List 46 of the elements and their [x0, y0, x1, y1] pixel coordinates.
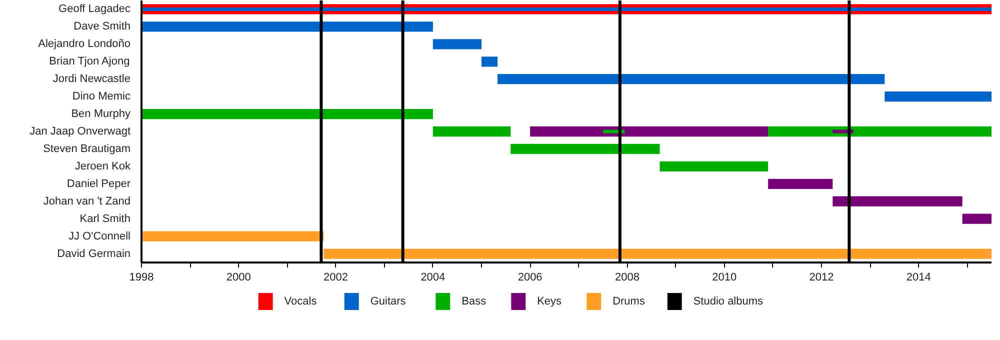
- legend-label: Studio albums: [693, 296, 764, 308]
- bar: [482, 56, 498, 67]
- y-tick-label: Jordi Newcastle: [52, 73, 130, 86]
- bar: [832, 196, 962, 206]
- y-tick-label: Karl Smith: [80, 212, 131, 225]
- bar: [142, 231, 324, 242]
- bar: [768, 178, 833, 189]
- legend-label: Guitars: [370, 296, 406, 308]
- x-tick-label: 1998: [129, 272, 154, 284]
- bar: [962, 214, 992, 224]
- x-tick-label: 2004: [420, 272, 446, 284]
- y-tick-label: Alejandro Londoño: [38, 38, 131, 50]
- bar: [432, 126, 511, 137]
- bar: [432, 39, 482, 50]
- y-tick-label: Ben Murphy: [71, 108, 131, 120]
- y-tick-label: Jeroen Kok: [74, 160, 131, 172]
- x-tick-label: 2006: [518, 272, 542, 284]
- x-tick-label: 2010: [712, 272, 737, 284]
- legend-label: Vocals: [284, 296, 318, 308]
- bar: [530, 126, 768, 137]
- bar: [768, 126, 992, 137]
- bar: [660, 161, 768, 172]
- x-tick-label: 2000: [226, 272, 251, 284]
- x-tick-label: 2008: [614, 272, 640, 284]
- y-tick-label: Daniel Peper: [66, 178, 131, 190]
- legend-label: Bass: [462, 296, 487, 308]
- bar: [142, 108, 433, 120]
- y-tick-label: JJ O'Connell: [68, 230, 130, 242]
- y-tick-label: Brian Tjon Ajong: [49, 56, 130, 68]
- bar: [324, 248, 992, 259]
- y-tick-label: Dino Memic: [72, 90, 131, 103]
- y-tick-label: Dave Smith: [74, 20, 131, 33]
- bar: [498, 74, 885, 84]
- legend-label: Drums: [612, 296, 646, 308]
- bar: [510, 144, 660, 154]
- y-tick-label: Johan van 't Zand: [43, 195, 131, 208]
- y-tick-label: David Germain: [57, 248, 130, 260]
- x-tick-label: 2002: [324, 272, 348, 284]
- y-tick-label: Steven Brautigam: [43, 142, 130, 155]
- bar: [142, 22, 433, 32]
- x-tick-label: 2012: [809, 272, 834, 284]
- y-tick-label: Geoff Lagadec: [58, 3, 131, 16]
- bar: [884, 92, 992, 102]
- legend-label: Keys: [537, 296, 562, 308]
- x-tick-label: 2014: [906, 272, 931, 284]
- y-tick-label: Jan Jaap Onverwagt: [30, 126, 130, 138]
